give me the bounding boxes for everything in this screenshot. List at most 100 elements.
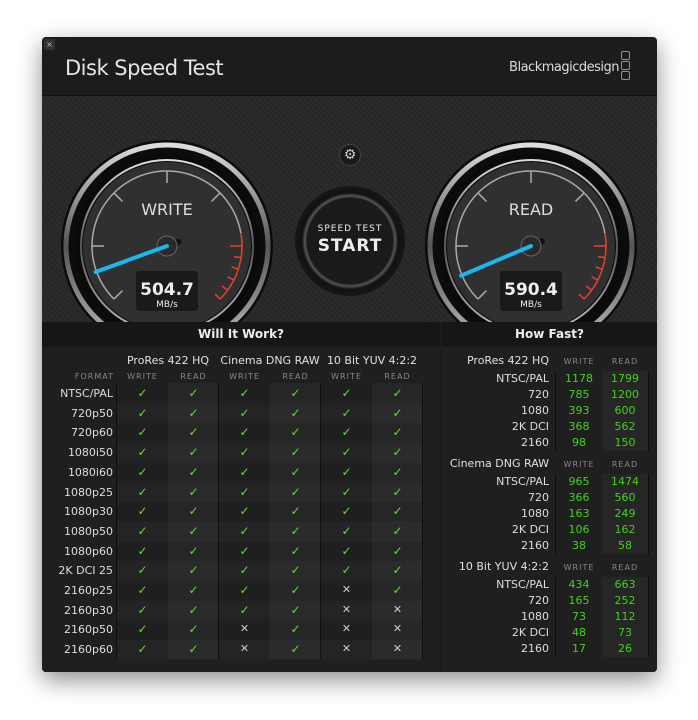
check-icon: ✓ bbox=[188, 445, 199, 460]
row-label: 2K DCI bbox=[511, 420, 549, 433]
close-icon[interactable]: × bbox=[44, 39, 55, 50]
row-label: 720 bbox=[528, 491, 549, 504]
check-icon: ✓ bbox=[239, 523, 250, 538]
check-icon: ✓ bbox=[341, 405, 352, 420]
read-band bbox=[602, 371, 648, 451]
row-format-label: 1080p30 bbox=[64, 505, 113, 519]
gear-icon[interactable]: ⚙ bbox=[339, 144, 361, 166]
row-label: 2160 bbox=[521, 539, 549, 552]
check-icon: ✓ bbox=[290, 642, 301, 657]
write-fps: 17 bbox=[572, 642, 586, 655]
check-icon: ✓ bbox=[188, 642, 199, 657]
check-icon: ✓ bbox=[137, 405, 148, 420]
check-icon: ✓ bbox=[137, 523, 148, 538]
check-icon: ✓ bbox=[341, 425, 352, 440]
sub-header: READ bbox=[384, 372, 411, 381]
gauge-tick-red bbox=[231, 266, 239, 270]
cross-icon: ✕ bbox=[392, 602, 403, 616]
gauge-tick bbox=[211, 192, 221, 202]
sub-header: READ bbox=[180, 372, 207, 381]
cross-icon: ✕ bbox=[392, 622, 403, 636]
sub-header: READ bbox=[611, 357, 639, 366]
gauge-unit: MB/s bbox=[156, 300, 178, 310]
check-icon: ✓ bbox=[392, 504, 403, 519]
row-label: 2K DCI bbox=[511, 626, 549, 639]
read-band bbox=[602, 577, 648, 657]
row-label: 720 bbox=[528, 388, 549, 401]
check-icon: ✓ bbox=[137, 484, 148, 499]
app-title: Disk Speed Test bbox=[65, 56, 224, 80]
cross-icon: ✕ bbox=[239, 622, 250, 636]
check-icon: ✓ bbox=[392, 386, 403, 400]
gauge-panel: WRITE 504.7 MB/s READ 590.4 MB/s ⚙ SPEED TEST… bbox=[42, 95, 657, 323]
divider bbox=[555, 474, 556, 554]
gauge-rim bbox=[63, 142, 271, 323]
start-button[interactable]: SPEED TEST START bbox=[295, 186, 405, 296]
gauge-unit: MB/s bbox=[520, 300, 542, 310]
row-format-label: 1080p50 bbox=[64, 524, 113, 538]
row-label: 720 bbox=[528, 594, 549, 607]
gauge-tick-red bbox=[578, 293, 585, 300]
write-fps: 106 bbox=[568, 523, 590, 536]
check-icon: ✓ bbox=[137, 464, 148, 479]
read-fps: 112 bbox=[614, 610, 636, 623]
gauge-tick bbox=[113, 192, 123, 202]
gauge-needle bbox=[459, 244, 533, 278]
check-icon: ✓ bbox=[290, 543, 301, 558]
write-fps: 98 bbox=[572, 436, 586, 449]
sub-header: READ bbox=[611, 460, 639, 469]
row-format-label: 720p60 bbox=[71, 426, 113, 440]
check-icon: ✓ bbox=[188, 464, 199, 479]
divider bbox=[648, 371, 649, 451]
read-fps: 252 bbox=[614, 594, 636, 607]
check-icon: ✓ bbox=[188, 622, 199, 637]
check-icon: ✓ bbox=[188, 583, 199, 597]
will-it-work-title: Will It Work? bbox=[42, 322, 440, 347]
check-icon: ✓ bbox=[137, 622, 148, 637]
check-icon: ✓ bbox=[392, 484, 403, 499]
read-fps: 162 bbox=[614, 523, 636, 536]
gauge-tick-red bbox=[598, 255, 606, 259]
check-icon: ✓ bbox=[239, 425, 250, 440]
gauge-tick bbox=[477, 192, 487, 202]
write-fps: 965 bbox=[568, 475, 590, 488]
check-icon: ✓ bbox=[137, 583, 148, 597]
check-icon: ✓ bbox=[188, 563, 199, 578]
cross-icon: ✕ bbox=[392, 642, 403, 656]
read-fps: 560 bbox=[614, 491, 636, 504]
row-label: 2160 bbox=[521, 642, 549, 655]
app-window: × Disk Speed Test Blackmagicdesign WRITE… bbox=[42, 37, 657, 672]
column-band bbox=[270, 383, 321, 659]
check-icon: ✓ bbox=[239, 405, 250, 420]
row-format-label: NTSC/PAL bbox=[60, 387, 113, 400]
check-icon: ✓ bbox=[239, 386, 250, 400]
cross-icon: ✕ bbox=[341, 602, 352, 616]
check-icon: ✓ bbox=[290, 622, 301, 637]
check-icon: ✓ bbox=[290, 504, 301, 519]
cross-icon: ✕ bbox=[341, 622, 352, 636]
read-band bbox=[602, 474, 648, 554]
check-icon: ✓ bbox=[392, 543, 403, 558]
format-label: FORMAT bbox=[74, 372, 114, 381]
gauge-rim bbox=[427, 142, 635, 323]
check-icon: ✓ bbox=[239, 563, 250, 578]
check-icon: ✓ bbox=[290, 583, 301, 597]
gauge-tick-red bbox=[221, 285, 229, 291]
row-label: 2K DCI bbox=[511, 523, 549, 536]
write-fps: 165 bbox=[568, 594, 590, 607]
check-icon: ✓ bbox=[341, 543, 352, 558]
write-fps: 38 bbox=[572, 539, 586, 552]
write-fps: 1178 bbox=[565, 372, 593, 385]
read-fps: 562 bbox=[614, 420, 636, 433]
gauge-value: 504.7 bbox=[140, 280, 194, 300]
check-icon: ✓ bbox=[290, 405, 301, 420]
group-header: 10 Bit YUV 4:2:2 bbox=[326, 354, 418, 367]
write-fps: 48 bbox=[572, 626, 586, 639]
column-divider bbox=[422, 383, 423, 659]
gauge-needle bbox=[93, 244, 169, 274]
check-icon: ✓ bbox=[290, 523, 301, 538]
check-icon: ✓ bbox=[239, 464, 250, 479]
how-fast-panel: How Fast? ProRes 422 HQ WRITE READ NTSC/PAL… bbox=[442, 322, 657, 672]
read-fps: 600 bbox=[614, 404, 636, 417]
row-format-label: 2160p25 bbox=[64, 584, 113, 597]
